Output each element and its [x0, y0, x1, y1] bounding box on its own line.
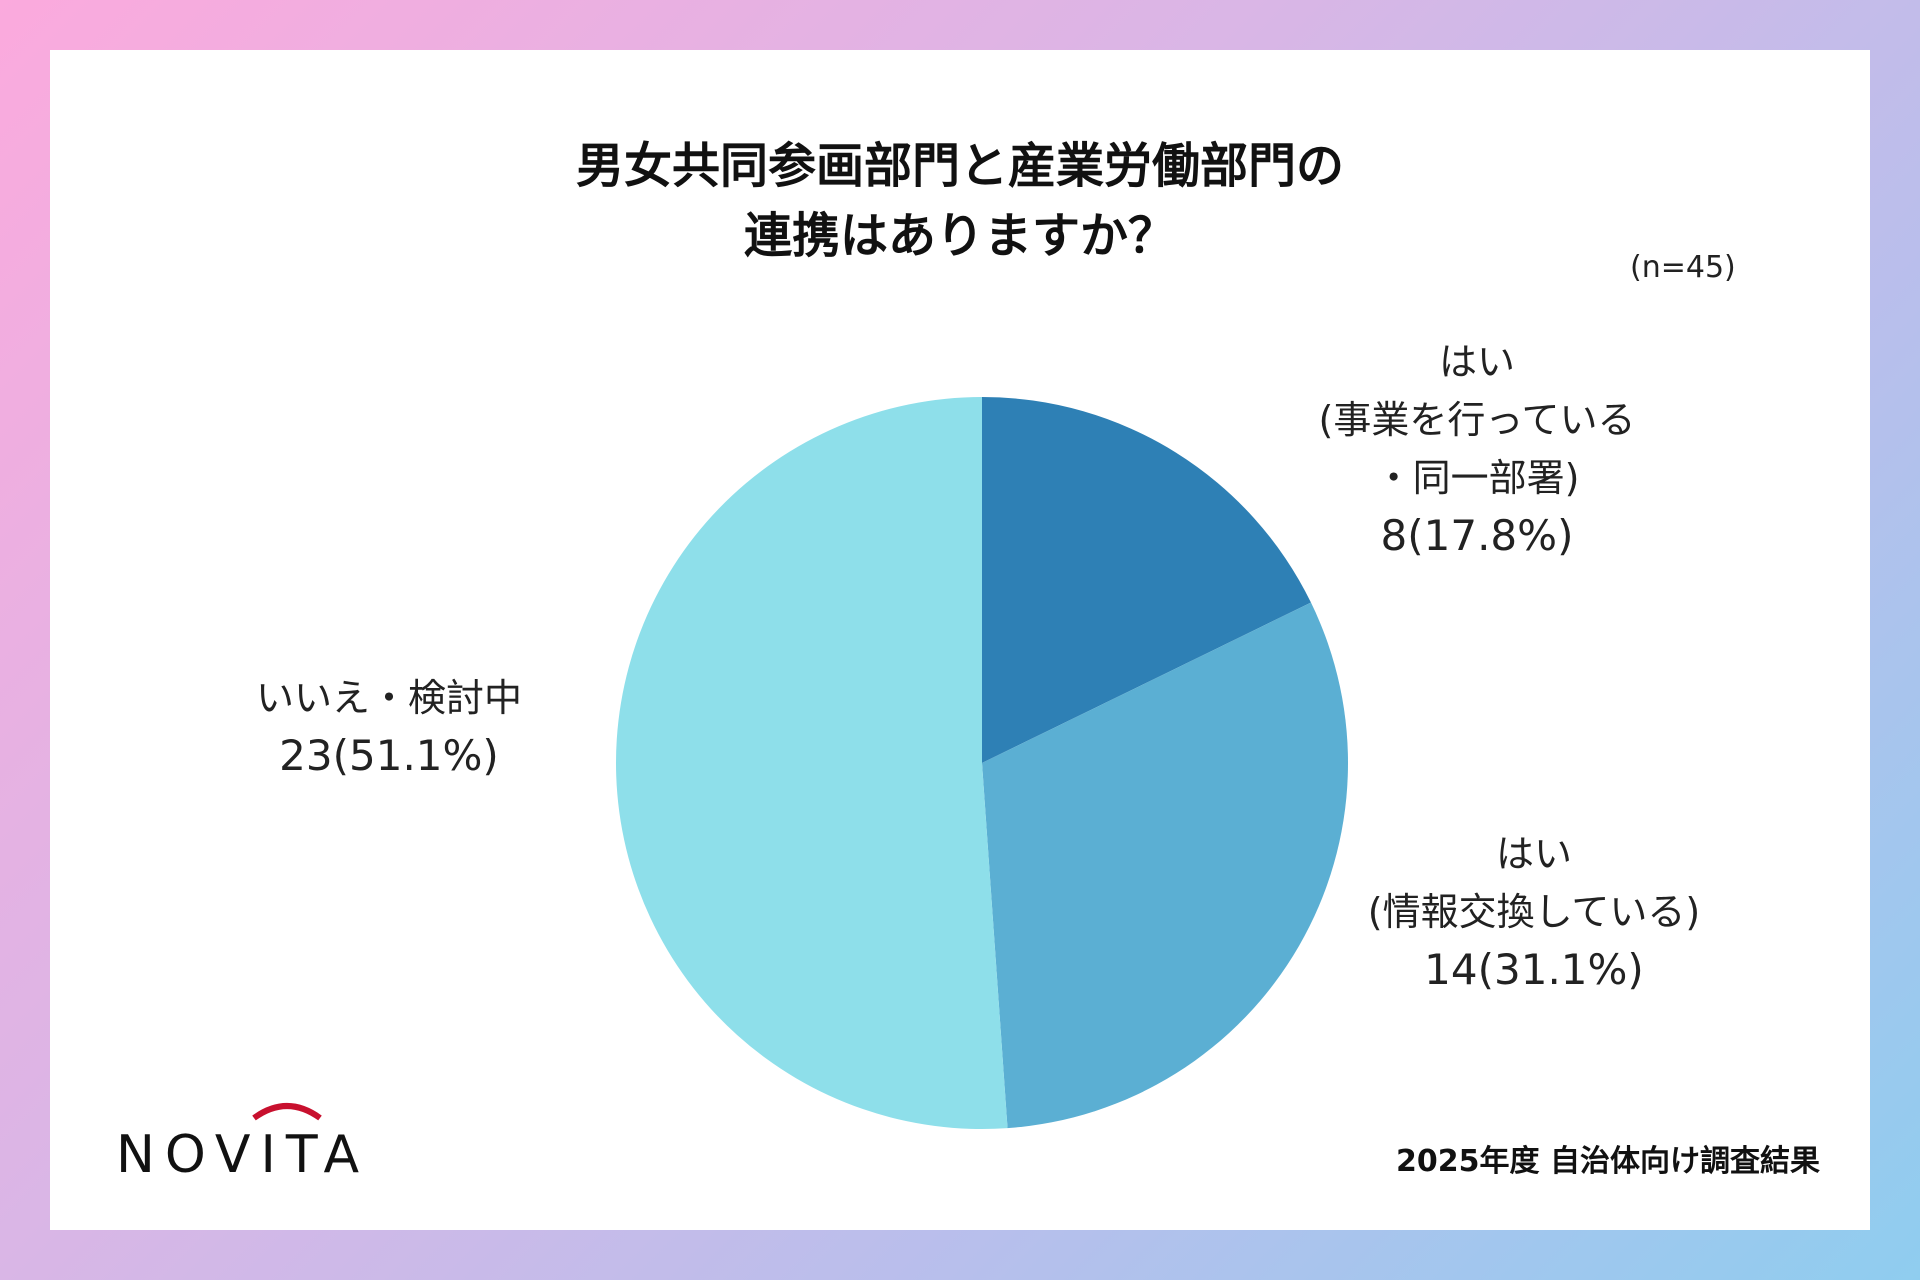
pie-slice-3	[615, 397, 1008, 1129]
pie-slice-1	[982, 397, 1311, 763]
slice-label-2: はい (情報交換している) 14(31.1%)	[1368, 825, 1701, 999]
footer-caption: 2025年度 自治体向け調査結果	[1396, 1144, 1820, 1179]
logo-text: NOVITA	[116, 1125, 369, 1182]
pie-slice-2	[982, 602, 1348, 1129]
slice-label-1: はい (事業を行っている ・同一部署) 8(17.8%)	[1319, 333, 1636, 565]
novita-logo: NOVITA	[116, 1103, 369, 1182]
slice-label-2-line-1: はい	[1495, 832, 1573, 876]
slice-label-3-line-1: いいえ・検討中	[255, 676, 523, 720]
slice-value-2: 14(31.1%)	[1424, 945, 1644, 994]
sample-size: (n=45)	[1630, 250, 1736, 285]
slice-label-1-line-1: はい	[1438, 340, 1515, 384]
chart-title-line-2: 連携はありますか？	[743, 208, 1176, 264]
slice-value-1: 8(17.8%)	[1380, 511, 1574, 560]
chart-title-line-1: 男女共同参画部門と産業労働部門の	[575, 138, 1344, 194]
slice-value-3: 23(51.1%)	[279, 731, 499, 780]
slice-label-1-line-3: ・同一部署)	[1374, 456, 1580, 500]
slice-label-1-line-2: (事業を行っている	[1318, 398, 1636, 442]
slice-label-3: いいえ・検討中 23(51.1%)	[256, 669, 522, 785]
logo-arc	[252, 1103, 322, 1121]
slice-label-2-line-2: (情報交換している)	[1367, 890, 1701, 934]
